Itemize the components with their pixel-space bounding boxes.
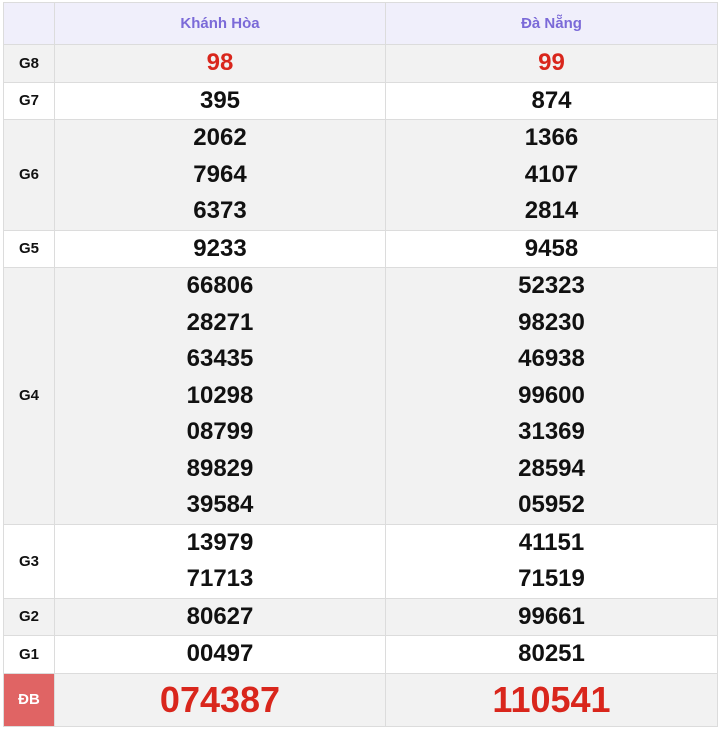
prize-number: 28594: [518, 454, 585, 482]
prize-label: G1: [3, 635, 55, 674]
prize-cell: 074387: [54, 672, 386, 727]
prize-cell: 110541: [385, 672, 718, 727]
prize-number: 874: [531, 86, 572, 114]
province-header-khanh-hoa[interactable]: Khánh Hòa: [54, 2, 386, 45]
prize-cell: 80251: [385, 635, 718, 674]
prize-cell: 13979 71713: [54, 523, 386, 599]
prize-cell: 9458: [385, 229, 718, 268]
prize-row: G1 00497 80251: [3, 635, 718, 674]
prize-number: 2814: [524, 197, 579, 224]
prize-number: 2062: [193, 124, 247, 151]
prize-number: 71519: [518, 565, 585, 592]
header-row: Khánh Hòa Đà Nẵng: [3, 2, 718, 45]
prize-row: G6 2062 7964 6373 1366 4107 2814: [3, 119, 718, 231]
prize-row: ĐB 074387 110541: [3, 672, 718, 727]
prize-number: 99: [538, 49, 565, 76]
prize-number: 52323: [518, 272, 585, 299]
prize-cell: 00497: [54, 635, 386, 674]
prize-row: G3 13979 71713 41151 71519: [3, 523, 718, 599]
prize-cell: 2062 7964 6373: [54, 119, 386, 231]
prize-cell: 98: [54, 44, 386, 83]
prize-label: G7: [3, 81, 55, 120]
prize-label: G5: [3, 229, 55, 268]
prize-cell: 395: [54, 81, 386, 120]
prize-label: G2: [3, 597, 55, 636]
prize-number: 41151: [518, 528, 585, 556]
prize-cell: 41151 71519: [385, 523, 718, 599]
prize-row: G8 98 99: [3, 44, 718, 83]
prize-number: 7964: [193, 160, 247, 188]
prize-number: 395: [199, 86, 241, 114]
prize-cell: 1366 4107 2814: [385, 119, 718, 231]
prize-number: 110541: [492, 678, 611, 720]
prize-number: 63435: [186, 345, 254, 372]
prize-cell: 99661: [385, 597, 718, 636]
prize-cell: 874: [385, 81, 718, 120]
prize-row: G2 80627 99661: [3, 597, 718, 636]
prize-number: 08799: [186, 418, 254, 445]
prize-cell: 99: [385, 44, 718, 83]
prize-number: 074387: [159, 678, 281, 720]
prize-label: ĐB: [3, 672, 55, 727]
prize-number: 05952: [518, 491, 585, 518]
prize-number: 31369: [518, 418, 585, 445]
prize-row: G4 66806 28271 63435 10298 08799 89829 39584 523…: [3, 267, 718, 525]
prize-number: 4107: [524, 160, 579, 188]
prize-number: 28271: [186, 308, 254, 336]
prize-cell: 52323 98230 46938 99600 31369 28594 05952: [385, 267, 718, 525]
prize-number: 00497: [186, 640, 254, 667]
prize-number: 46938: [518, 345, 585, 372]
prize-number: 9458: [524, 234, 579, 262]
prize-number: 13979: [186, 528, 254, 556]
prize-row: G5 9233 9458: [3, 229, 718, 268]
prize-number: 66806: [186, 272, 254, 299]
prize-row: G7 395 874: [3, 81, 718, 120]
prize-number: 89829: [186, 454, 254, 482]
prize-label: G3: [3, 523, 55, 599]
prize-number: 6373: [193, 197, 247, 224]
prize-number: 80627: [186, 602, 254, 630]
prize-number: 1366: [524, 124, 579, 151]
prize-number: 99600: [518, 381, 585, 409]
prize-number: 80251: [518, 640, 585, 667]
prize-label: G6: [3, 119, 55, 231]
prize-label: G8: [3, 44, 55, 83]
lottery-results-table: Khánh Hòa Đà Nẵng G8 98 99 G7 395 874 G6 2062 79…: [3, 2, 718, 727]
prize-number: 98230: [518, 308, 585, 336]
prize-number: 71713: [186, 565, 254, 592]
prize-number: 98: [206, 49, 234, 76]
prize-number: 99661: [518, 602, 585, 630]
prize-cell: 80627: [54, 597, 386, 636]
province-header-da-nang[interactable]: Đà Nẵng: [385, 2, 718, 45]
prize-number: 9233: [193, 234, 247, 262]
prize-number: 10298: [186, 381, 254, 409]
prize-cell: 66806 28271 63435 10298 08799 89829 39584: [54, 267, 386, 525]
prize-cell: 9233: [54, 229, 386, 268]
prize-label: G4: [3, 267, 55, 525]
corner-cell: [3, 2, 55, 45]
prize-number: 39584: [186, 491, 254, 518]
